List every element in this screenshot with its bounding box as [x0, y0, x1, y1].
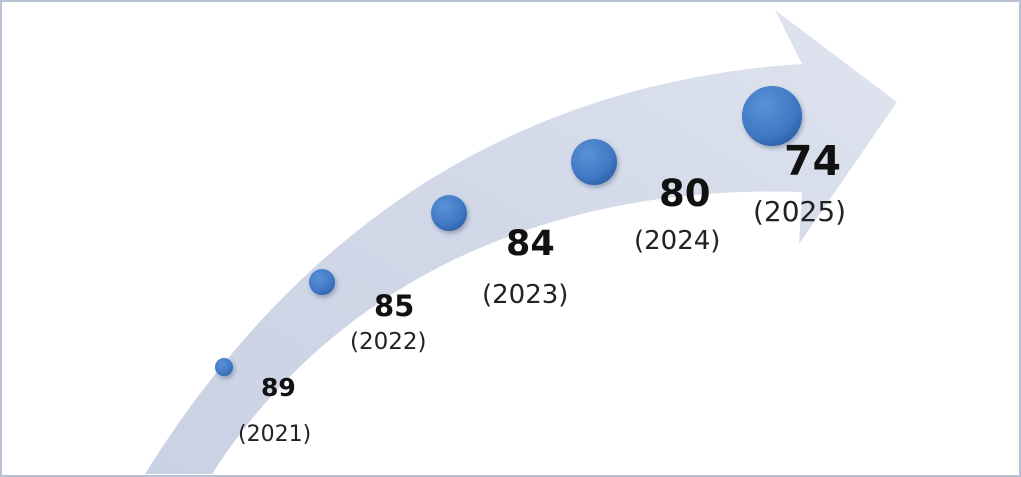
milestone-year-2024: (2024)	[634, 226, 721, 256]
milestone-dots	[215, 86, 802, 376]
milestone-value-2025: 74	[784, 137, 842, 185]
milestone-value-2023: 84	[506, 224, 555, 264]
milestone-dot-2021	[215, 358, 233, 376]
curved-arrow-shape	[145, 10, 897, 474]
milestone-dot-2024	[571, 139, 617, 185]
milestone-value-2024: 80	[659, 172, 711, 215]
milestone-dot-2025	[742, 86, 802, 146]
milestone-year-2025: (2025)	[753, 195, 847, 228]
milestone-value-2022: 85	[374, 289, 415, 323]
milestone-year-2022: (2022)	[350, 329, 427, 355]
milestone-dot-2023	[431, 195, 467, 231]
milestone-year-2023: (2023)	[482, 280, 569, 310]
milestone-dot-2022	[309, 269, 335, 295]
milestone-value-2021: 89	[261, 373, 296, 402]
milestone-year-2021: (2021)	[238, 422, 312, 447]
